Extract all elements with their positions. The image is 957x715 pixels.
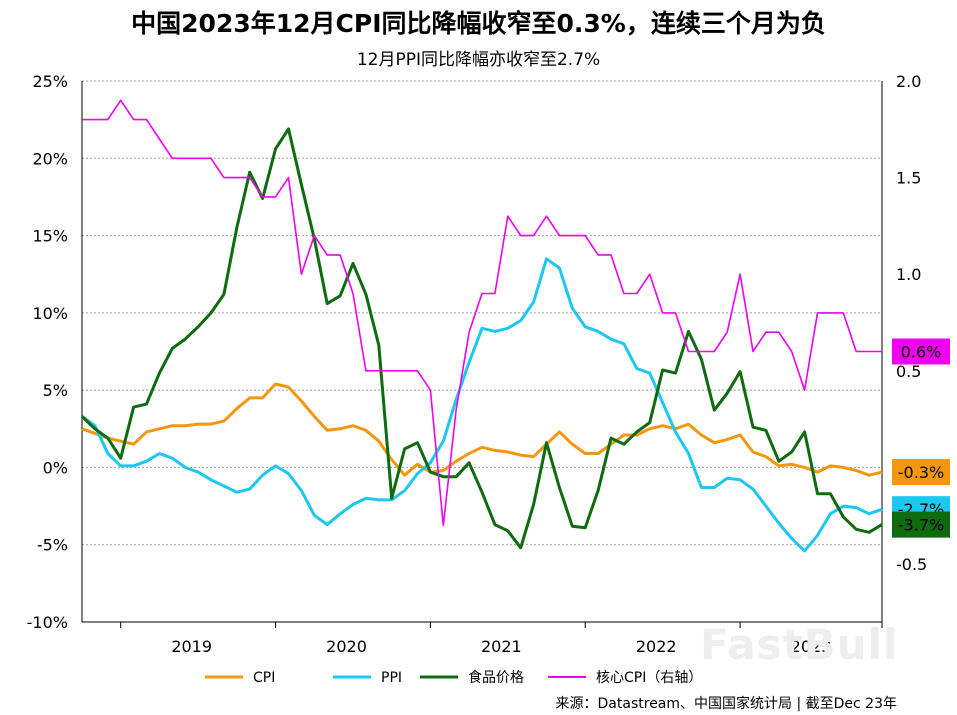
legend-label: CPI [253,670,275,686]
left-axis-tick-label: 10% [32,304,68,323]
right-axis-tick-label: 1.0 [896,265,921,284]
grid-lines [82,80,882,546]
right-axis-tick-label: -0.5 [896,555,927,574]
axes: 25% 20% 15% 10% 5% 0% -5% -10% 2.0 1.5 1.0 0.5 -0.5 2… [27,72,928,656]
left-axis-tick-label: 20% [32,149,68,168]
series-line [82,99,882,527]
end-label-box [892,459,950,486]
legend: CPI PPI 食品价格 核心CPI（右轴） [205,669,702,686]
series-line [81,382,883,477]
left-axis-tick-label: 15% [32,227,68,246]
source-note: 来源：Datastream、中国国家统计局 | 截至Dec 23年 [555,696,897,712]
end-label-text: -3.7% [898,516,944,535]
left-axis-tick-label: 25% [32,72,68,91]
series-line [80,127,883,550]
watermark-logo: FastBull [700,620,899,669]
chart-subtitle: 12月PPI同比降幅亦收窄至2.7% [356,50,601,70]
right-axis-tick-label: 1.5 [896,169,921,188]
x-axis-tick-label: 2021 [481,637,522,656]
end-labels: 0.6%-0.3%-2.7%-3.7% [892,338,950,538]
series-line [81,257,883,553]
end-label-text: 0.6% [901,343,942,362]
legend-label: 食品价格 [468,669,524,686]
chart-title: 中国2023年12月CPI同比降幅收窄至0.3%，连续三个月为负 [131,9,826,38]
left-axis-tick-label: 0% [43,458,68,477]
left-axis-tick-label: -10% [27,613,68,632]
x-axis-tick-label: 2020 [326,637,367,656]
end-label-box [892,338,950,365]
legend-label: 核心CPI（右轴） [596,670,702,686]
right-axis-tick-label: 2.0 [896,72,921,91]
end-label-box [892,511,950,538]
series-lines [80,99,883,553]
x-axis-tick-label: 2022 [636,637,677,656]
left-axis-tick-label: -5% [37,536,68,555]
left-axis-tick-label: 5% [43,381,68,400]
x-axis-tick-label: 2019 [171,637,212,656]
end-label-text: -0.3% [898,463,944,482]
legend-label: PPI [381,670,402,686]
x-axis-tick-label: 2023 [791,637,832,656]
right-axis-tick-label: 0.5 [896,362,921,381]
